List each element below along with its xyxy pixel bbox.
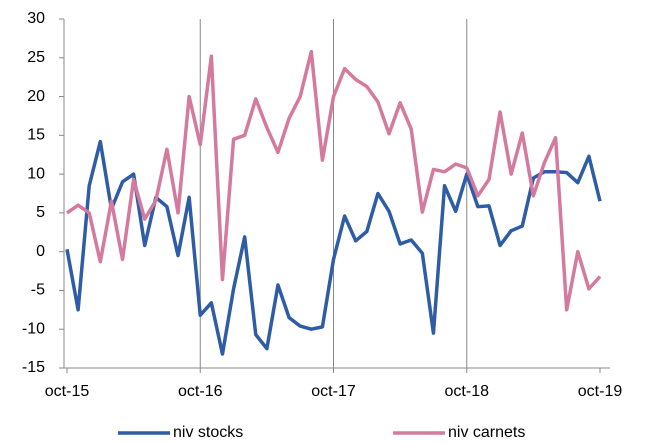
y-tick-label: -5 xyxy=(31,282,45,299)
x-tick-label: oct-17 xyxy=(311,383,356,400)
y-tick-label: 5 xyxy=(36,204,45,221)
x-tick-label: oct-18 xyxy=(445,383,490,400)
y-tick-label: 15 xyxy=(27,127,45,144)
y-tick-label: 20 xyxy=(27,88,45,105)
legend-label: niv carnets xyxy=(448,424,525,441)
y-tick-label: 10 xyxy=(27,165,45,182)
x-tick-label: oct-16 xyxy=(178,383,223,400)
y-tick-label: 0 xyxy=(36,243,45,260)
x-tick-label: oct-15 xyxy=(45,383,90,400)
y-tick-label: 30 xyxy=(27,10,45,27)
legend-label: niv stocks xyxy=(173,424,243,441)
y-tick-label: -10 xyxy=(22,320,45,337)
series-line xyxy=(65,49,602,312)
x-tick-label: oct-19 xyxy=(578,383,623,400)
y-tick-label: 25 xyxy=(27,49,45,66)
y-tick-label: -15 xyxy=(22,359,45,376)
